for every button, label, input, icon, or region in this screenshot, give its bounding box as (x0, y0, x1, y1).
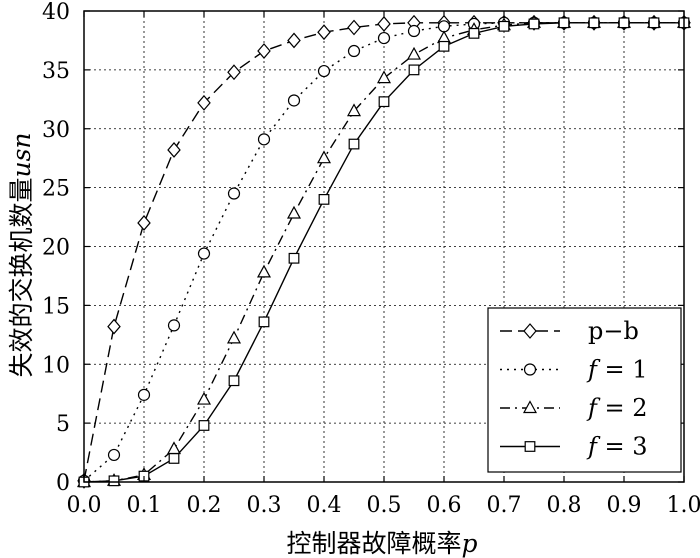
y-tick-label: 40 (42, 0, 70, 25)
y-axis-title: 失效的交换机数量usn (7, 132, 36, 377)
diamond-marker (317, 24, 331, 41)
diamond-marker (347, 19, 361, 36)
circle-marker (523, 363, 537, 376)
triangle-marker (226, 330, 242, 344)
y-tick-label: 15 (42, 294, 70, 319)
circle-marker (197, 247, 211, 260)
diamond-marker (197, 94, 211, 111)
y-tick-label: 25 (42, 177, 70, 202)
square-marker (558, 17, 570, 29)
square-marker (168, 453, 180, 464)
triangle-marker (522, 400, 538, 414)
legend-box (487, 307, 682, 473)
circle-marker (257, 133, 271, 146)
diamond-marker (287, 32, 301, 49)
circle-marker (287, 94, 301, 107)
x-axis-label: 控制器故障概率 (286, 529, 461, 558)
diamond-marker (227, 64, 241, 81)
x-tick-label: 0.6 (427, 493, 462, 518)
diamond-marker (137, 215, 151, 231)
triangle-marker (406, 46, 422, 60)
triangle-marker (286, 205, 302, 219)
circle-marker (377, 31, 391, 45)
square-marker (228, 375, 240, 387)
x-axis-title: 控制器故障概率p (286, 529, 477, 558)
legend: p−b f = 1 f = 2 f = 3 (487, 307, 682, 473)
square-marker (108, 475, 120, 487)
triangle-marker (346, 103, 362, 117)
x-tick-label: 0.2 (187, 493, 222, 518)
circle-marker (167, 319, 181, 332)
legend-item: p−b (500, 317, 639, 345)
square-marker (318, 194, 330, 205)
triangle-marker (376, 70, 392, 84)
square-marker (528, 18, 540, 30)
y-axis-symbol: usn (7, 132, 36, 177)
square-marker (348, 138, 360, 150)
circle-marker (347, 44, 361, 58)
legend-label-value: = 3 (597, 433, 648, 461)
legend-item: f = 3 (500, 433, 648, 461)
square-marker (648, 17, 660, 29)
circle-marker (437, 20, 451, 33)
x-tick-label: 0.3 (247, 493, 282, 518)
y-axis-label: 失效的交换机数量 (7, 178, 36, 378)
x-tick-label: 0.0 (67, 493, 102, 518)
diamond-marker (523, 323, 537, 339)
legend-label: f = 1 (586, 356, 648, 384)
square-marker (588, 17, 600, 29)
grid-lines (84, 11, 684, 482)
square-marker (258, 316, 270, 328)
square-marker (408, 64, 420, 76)
diamond-marker (377, 16, 391, 32)
y-tick-label: 5 (56, 412, 70, 437)
triangle-marker (256, 264, 272, 278)
y-tick-label: 0 (56, 471, 70, 496)
axis-ticks: 0.0 0.1 0.2 0.3 0.4 0.5 0.6 0.7 0.8 0.9 1.0 0 5 10 15 2… (42, 0, 700, 518)
x-axis-symbol: p (462, 529, 478, 558)
legend-label: f = 3 (586, 433, 648, 461)
y-tick-label: 35 (42, 59, 70, 84)
legend-label-value: = 2 (597, 394, 648, 422)
triangle-marker (196, 391, 212, 405)
x-tick-label: 0.1 (127, 493, 162, 518)
x-tick-label: 0.4 (307, 493, 342, 518)
legend-label-value: = 1 (597, 356, 648, 384)
x-tick-label: 0.7 (487, 493, 522, 518)
x-tick-label: 0.8 (547, 493, 582, 518)
x-tick-label: 0.9 (607, 493, 642, 518)
x-tick-label: 1.0 (667, 493, 700, 518)
circle-marker (137, 388, 151, 401)
square-marker (288, 252, 300, 264)
square-marker (498, 20, 510, 32)
triangle-marker (166, 441, 182, 455)
diamond-marker (167, 142, 181, 158)
legend-item: f = 2 (500, 394, 648, 422)
circle-marker (107, 448, 121, 462)
circle-marker (317, 64, 331, 78)
circle-marker (407, 24, 421, 38)
y-tick-label: 10 (42, 353, 70, 378)
square-marker (378, 96, 390, 108)
triangle-marker (316, 150, 332, 164)
legend-label: f = 2 (586, 394, 648, 422)
legend-label: p−b (588, 317, 639, 345)
y-tick-label: 20 (42, 236, 70, 261)
square-marker (618, 17, 630, 29)
legend-item: f = 1 (500, 356, 648, 384)
diamond-marker (257, 43, 271, 59)
diamond-marker (107, 318, 121, 335)
x-tick-label: 0.5 (367, 493, 402, 518)
square-marker (438, 40, 450, 52)
circle-marker (227, 187, 241, 200)
square-marker (524, 441, 536, 452)
y-tick-label: 30 (42, 118, 70, 143)
square-marker (468, 27, 480, 39)
square-marker (198, 420, 210, 431)
